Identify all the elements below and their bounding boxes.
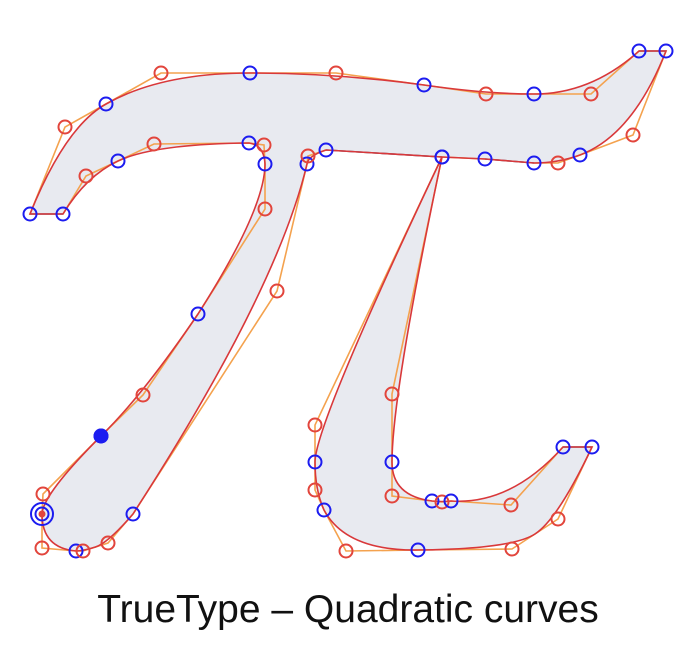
on-curve-point (443, 493, 459, 509)
off-curve-point (307, 417, 323, 433)
off-curve-point (478, 86, 494, 102)
off-curve-point (34, 540, 50, 556)
off-curve-point (328, 65, 344, 81)
on-curve-point (555, 439, 571, 455)
glyph-fill-leg (315, 157, 592, 551)
on-curve-point (68, 543, 84, 559)
off-curve-point (146, 136, 162, 152)
off-curve-point (384, 488, 400, 504)
glyph-outline (314, 156, 594, 551)
on-curve-point (34, 506, 50, 522)
off-curve-point (135, 387, 151, 403)
on-curve-point (98, 96, 114, 112)
off-curve-point (35, 486, 51, 502)
on-curve-point (410, 542, 426, 558)
start-point-marker (93, 428, 109, 444)
on-curve-point (241, 135, 257, 151)
on-curve-point (477, 151, 493, 167)
off-curve-point (338, 543, 354, 559)
point-ring-marker (30, 502, 54, 526)
off-curve-point (57, 119, 73, 135)
on-curve-point (125, 506, 141, 522)
off-curve-point (384, 386, 400, 402)
off-curve-point (625, 127, 641, 143)
on-curve-point (658, 43, 674, 59)
off-curve-point (550, 155, 566, 171)
on-curve-point (526, 155, 542, 171)
off-curve-point (256, 137, 272, 153)
on-curve-point (316, 502, 332, 518)
off-curve-point (78, 168, 94, 184)
on-curve-point (572, 147, 588, 163)
off-curve-point (503, 497, 519, 513)
point-center-dot (38, 510, 46, 518)
on-curve-point (110, 153, 126, 169)
on-curve-point (434, 149, 450, 165)
on-curve-point (424, 493, 440, 509)
glyph-layer (22, 43, 674, 559)
on-curve-point (299, 156, 315, 172)
off-curve-point (504, 541, 520, 557)
on-curve-point (416, 77, 432, 93)
on-curve-point (55, 206, 71, 222)
off-curve-point (300, 148, 316, 164)
glyph-outline (28, 50, 668, 552)
on-curve-point (384, 454, 400, 470)
off-curve-point (75, 543, 91, 559)
on-curve-point (584, 439, 600, 455)
off-curve-point (550, 511, 566, 527)
off-curve-point (269, 283, 285, 299)
off-curve-point (257, 201, 273, 217)
on-curve-point (307, 454, 323, 470)
off-curve-point (100, 535, 116, 551)
on-curve-point (526, 86, 542, 102)
on-curve-point (318, 142, 334, 158)
on-curve-point (631, 43, 647, 59)
on-curve-point (257, 156, 273, 172)
off-curve-point (434, 494, 450, 510)
caption: TrueType – Quadratic curves (97, 588, 599, 631)
off-curve-point (153, 65, 169, 81)
on-curve-point (190, 306, 206, 322)
on-curve-point (22, 206, 38, 222)
off-curve-point (583, 86, 599, 102)
on-curve-point (242, 65, 258, 81)
off-curve-point (307, 482, 323, 498)
